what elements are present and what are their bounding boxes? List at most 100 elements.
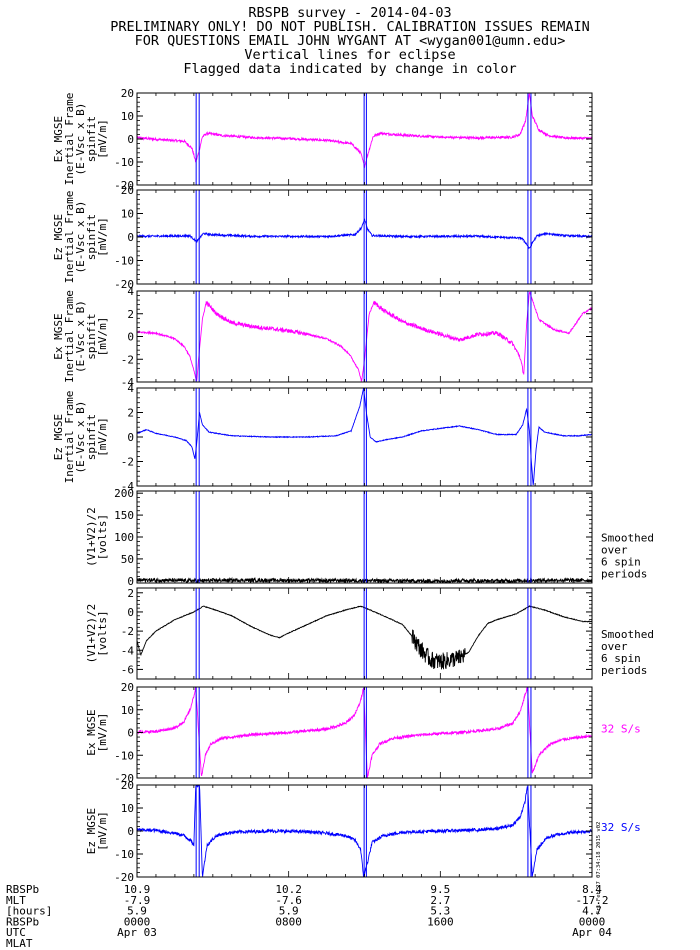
panel-side-note: 6 spin [601,556,641,569]
x-axis-row-label: MLT [6,894,26,907]
x-tick-label: 5.9 [279,905,299,918]
y-tick-label: -2 [121,625,134,638]
chart-panel: 200 150 100 50 0 (V1+V2)/2[volts] Smoothedover… [85,487,654,588]
title-line: Flagged data indicated by change in colo… [183,61,517,77]
x-tick-label: -17.2 [575,894,608,907]
y-tick-label: 4 [127,382,134,395]
y-axis-label: Ez MGSE [85,808,98,854]
y-tick-label: 50 [121,553,134,566]
y-axis-label: (E-Vsc x B) [74,401,87,474]
chart-panel: 20 10 0 -10 -20 Ez MGSE[mV/m] 32 S/s [85,779,641,884]
y-axis-label: (V1+V2)/2 [85,604,98,664]
y-tick-label: 2 [127,407,134,420]
y-tick-label: 4 [127,285,134,298]
x-tick-label: 9.5 [430,883,450,896]
y-tick-label: -20 [114,278,134,291]
y-axis-label: Inertial Frame [63,93,76,186]
plot-title-block: RBSPB survey - 2014-04-03 PRELIMINARY ON… [0,6,700,76]
x-axis-row-label: MLAT [6,937,33,950]
x-tick-label: 0000 [124,915,151,928]
y-tick-label: 0 [127,331,134,344]
x-axis-row-label: [hours] [6,905,52,918]
y-tick-label: 20 [121,779,134,792]
y-tick-label: 0 [127,231,134,244]
y-tick-label: 10 [121,208,134,221]
y-axis-label: (V1+V2)/2 [85,507,98,567]
y-tick-label: -10 [114,848,134,861]
y-axis-label: Ez MGSE [52,214,65,260]
y-tick-label: 10 [121,802,134,815]
y-axis-label: Ez MGSE [52,414,65,460]
x-axis-row-label: [degrees] [6,948,66,950]
x-tick-label: Apr 04 [572,926,612,939]
y-axis-label: spinfit [85,414,98,460]
x-tick-label: 0800 [275,915,302,928]
y-tick-label: 0 [127,431,134,444]
y-tick-label: -4 [121,376,135,389]
x-tick-label: 1600 [427,915,454,928]
panel-side-note: periods [601,568,647,581]
panel-side-note: 6 spin [601,652,641,665]
y-tick-label: -10 [114,749,134,762]
panel-side-note: periods [601,664,647,677]
y-tick-label: -4 [121,644,135,657]
y-axis-label: [volts] [96,514,109,560]
y-tick-label: -20 [114,772,134,785]
y-tick-label: 150 [114,509,134,522]
x-axis-row-label: RBSPb [6,915,39,928]
y-tick-label: -20 [114,179,134,192]
panel-side-note: over [601,640,628,653]
y-tick-label: 20 [121,87,134,100]
y-tick-label: 0 [127,133,134,146]
y-tick-label: -4 [121,480,135,493]
y-tick-label: -2 [121,353,134,366]
title-line: RBSPB survey - 2014-04-03 [248,5,452,21]
y-tick-label: 0 [127,727,134,740]
y-axis-label: [mV/m] [96,317,109,357]
x-tick-label: 5.9 [127,905,147,918]
panel-side-note: over [601,544,628,557]
y-axis-label: Inertial Frame [63,191,76,284]
y-tick-label: 0 [127,606,134,619]
y-axis-label: (E-Vsc x B) [74,300,87,373]
y-axis-label: [mV/m] [96,119,109,159]
y-axis-label: Ex MGSE [52,116,65,162]
y-tick-label: 20 [121,681,134,694]
x-tick-label: 8.4 [582,883,602,896]
y-tick-label: -6 [121,663,134,676]
y-tick-label: 2 [127,308,134,321]
y-axis-label: [mV/m] [96,417,109,457]
y-axis-label: Ex MGSE [52,313,65,359]
x-tick-label: 4.7 [582,905,602,918]
x-tick-label: 0000 [579,915,606,928]
title-line: PRELIMINARY ONLY! DO NOT PUBLISH. CALIBR… [110,19,590,35]
y-tick-label: 10 [121,704,134,717]
x-tick-label: 5.3 [430,905,450,918]
x-axis-row-label: RBSPb [6,883,39,896]
y-axis-label: (E-Vsc x B) [74,201,87,274]
chart-panel: 20 10 0 -10 -20 Ex MGSE[mV/m] 32 S/s [85,681,641,785]
title-line: FOR QUESTIONS EMAIL JOHN WYGANT AT <wyga… [134,33,566,49]
panel-side-note: Smoothed [601,628,654,641]
y-tick-label: 10 [121,110,134,123]
y-axis-label: [mV/m] [96,713,109,753]
x-tick-label: 10.2 [275,883,302,896]
y-axis-label: [mV/m] [96,811,109,851]
x-axis-row-label: UTC [6,926,26,939]
x-tick-label: -7.6 [275,894,302,907]
y-axis-label: Inertial Frame [63,290,76,383]
y-axis-label: Ex MGSE [85,709,98,755]
y-tick-label: -20 [114,871,134,884]
y-tick-label: -2 [121,456,134,469]
panel-side-note: Smoothed [601,532,654,545]
panel-side-note: 32 S/s [601,723,641,736]
y-tick-label: 2 [127,587,134,600]
title-line: Vertical lines for eclipse [244,47,456,63]
y-tick-label: -10 [114,255,134,268]
